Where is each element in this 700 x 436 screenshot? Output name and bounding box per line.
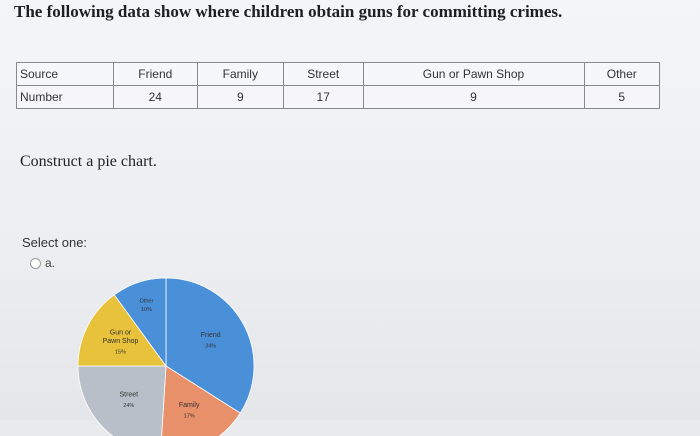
pie-slice-label: Pawn Shop [103,338,139,345]
data-table: Source Friend Family Street Gun or Pawn … [16,62,661,109]
table-row: Number 24 9 17 9 5 [16,85,661,109]
table-cell: 9 [196,85,284,109]
table-cell: Family [196,62,284,86]
pie-slice-percent-label: 24% [123,403,134,409]
table-row: Source Friend Family Street Gun or Pawn … [16,62,661,86]
pie-chart: Friend 34% Family 17% Street 24% Gun or Pawn Sh… [77,277,255,436]
pie-slice-street [77,365,167,436]
pie-slice-label: Family [179,402,200,409]
table-cell: Street [282,62,364,86]
radio-button[interactable] [30,257,41,269]
table-cell: Gun or Pawn Shop [362,62,585,86]
pie-slice-label: Gun or [110,329,132,336]
table-cell: Friend [113,62,198,86]
row-header-number: Number [16,85,114,109]
pie-slice-other [113,277,167,368]
option-a[interactable]: a. [30,256,55,270]
pie-slice-percent-label: 15% [115,349,126,355]
question-text: The following data show where children o… [14,2,563,21]
pie-slice-gun-or-pawn-shop [77,294,167,367]
table-cell: 5 [583,85,661,109]
pie-slice-percent-label: 34% [205,344,216,350]
row-header-source: Source [16,62,114,86]
table-cell: Other [583,62,661,86]
table-cell: 9 [362,85,585,109]
pie-slice-friend [165,277,255,414]
table-cell: 17 [282,85,364,109]
option-a-label: a. [45,256,56,270]
table-cell: 24 [113,85,198,109]
pie-slice-percent-label: 17% [184,414,195,420]
pie-slice-family [161,365,241,436]
instruction-text: Construct a pie chart. [20,153,157,170]
pie-slice-label: Street [119,392,138,399]
select-label: Select one: [22,235,88,250]
pie-slice-label: Other [140,299,154,305]
pie-slice-label: Friend [201,332,221,339]
pie-slice-percent-label: 10% [141,307,152,313]
